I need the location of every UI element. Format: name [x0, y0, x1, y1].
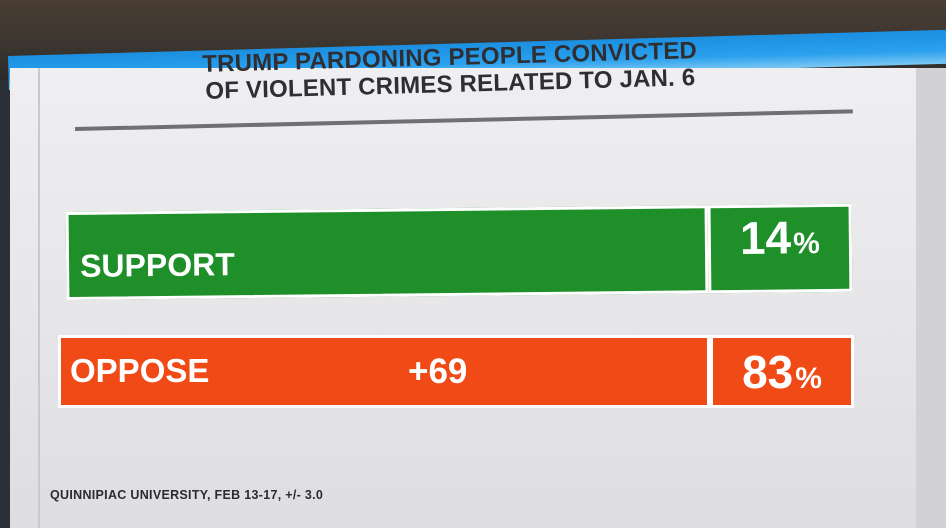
oppose-value-box: 83%	[710, 335, 854, 408]
source-citation: QUINNIPIAC UNIVERSITY, FEB 13-17, +/- 3.…	[50, 488, 324, 502]
support-value-unit: %	[792, 227, 821, 261]
oppose-row: OPPOSE +69 83%	[58, 335, 854, 408]
oppose-label: OPPOSE	[70, 352, 210, 389]
support-value-label: 14%	[740, 210, 820, 265]
support-value-number: 14	[739, 211, 792, 264]
margin-annotation: +69	[408, 352, 468, 391]
support-value-box: 14%	[707, 203, 853, 294]
oppose-value-unit: %	[795, 361, 822, 395]
support-label: SUPPORT	[79, 246, 235, 284]
support-row: SUPPORT 14%	[65, 203, 853, 300]
oppose-bar	[58, 335, 710, 408]
oppose-value-label: 83%	[742, 345, 822, 399]
oppose-value-number: 83	[742, 345, 794, 398]
